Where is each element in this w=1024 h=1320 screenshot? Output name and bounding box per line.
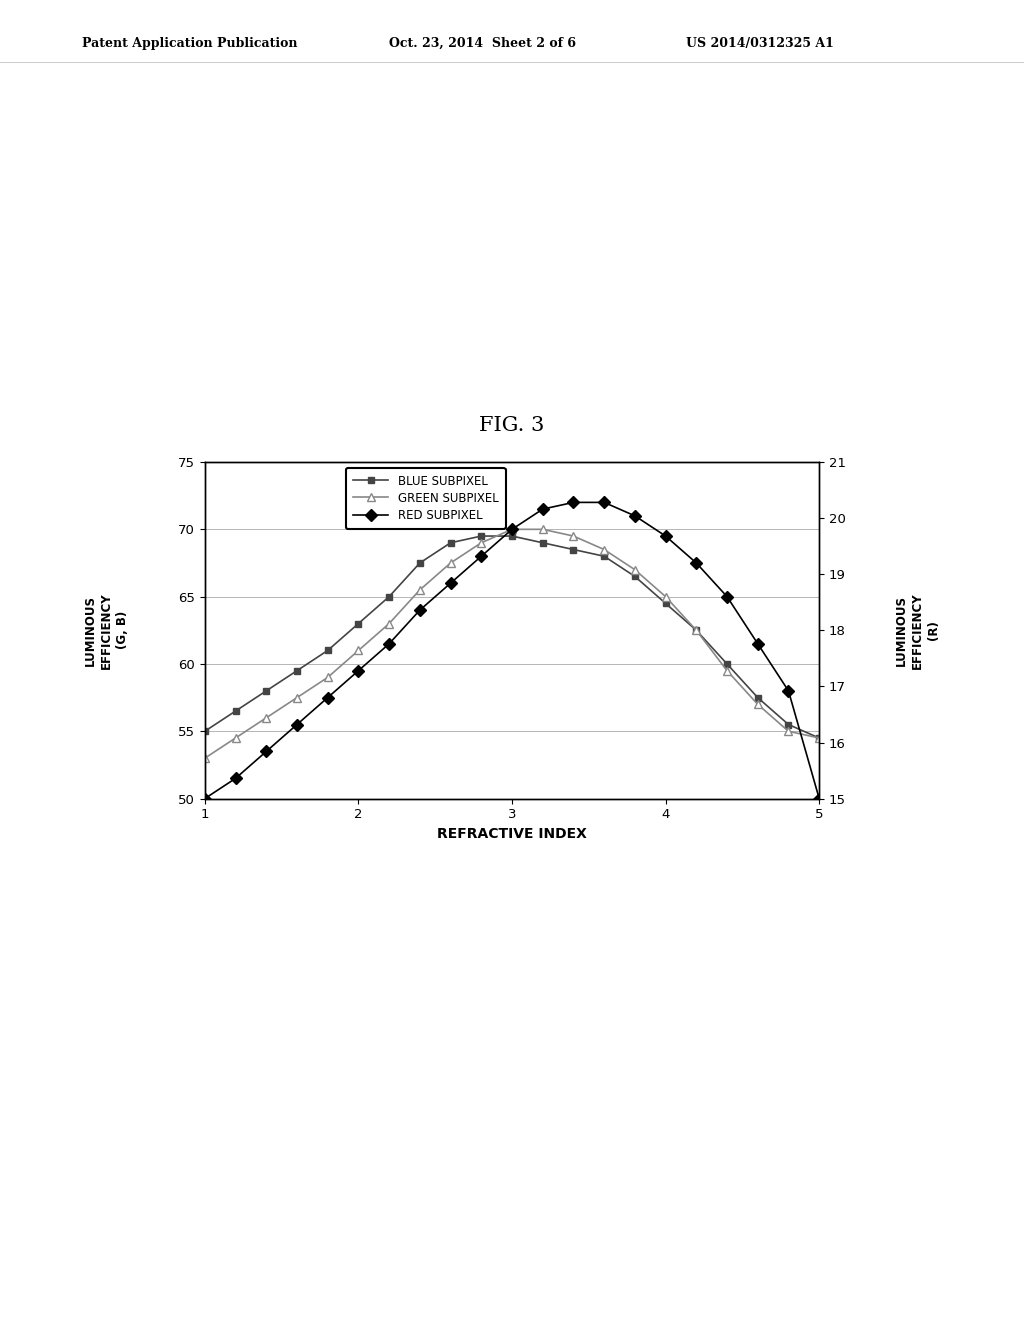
BLUE SUBPIXEL <box>229 704 242 719</box>
Legend: BLUE SUBPIXEL, GREEN SUBPIXEL, RED SUBPIXEL: BLUE SUBPIXEL, GREEN SUBPIXEL, RED SUBPI… <box>346 467 506 529</box>
GREEN SUBPIXEL <box>813 730 825 746</box>
RED SUBPIXEL <box>383 636 395 652</box>
GREEN SUBPIXEL <box>721 663 733 678</box>
BLUE SUBPIXEL <box>721 656 733 672</box>
Text: Oct. 23, 2014  Sheet 2 of 6: Oct. 23, 2014 Sheet 2 of 6 <box>389 37 577 50</box>
GREEN SUBPIXEL <box>199 750 211 766</box>
GREEN SUBPIXEL <box>475 535 487 550</box>
RED SUBPIXEL <box>352 663 365 678</box>
Line: GREEN SUBPIXEL: GREEN SUBPIXEL <box>201 525 823 763</box>
Text: Patent Application Publication: Patent Application Publication <box>82 37 297 50</box>
GREEN SUBPIXEL <box>567 528 580 544</box>
RED SUBPIXEL <box>229 771 242 787</box>
Line: BLUE SUBPIXEL: BLUE SUBPIXEL <box>202 532 822 742</box>
RED SUBPIXEL <box>444 576 457 591</box>
GREEN SUBPIXEL <box>752 697 764 713</box>
BLUE SUBPIXEL <box>659 595 672 611</box>
GREEN SUBPIXEL <box>444 554 457 570</box>
GREEN SUBPIXEL <box>782 723 795 739</box>
RED SUBPIXEL <box>782 682 795 698</box>
GREEN SUBPIXEL <box>229 730 242 746</box>
BLUE SUBPIXEL <box>352 615 365 631</box>
BLUE SUBPIXEL <box>567 541 580 557</box>
BLUE SUBPIXEL <box>444 535 457 550</box>
GREEN SUBPIXEL <box>383 615 395 631</box>
GREEN SUBPIXEL <box>598 541 610 557</box>
RED SUBPIXEL <box>659 528 672 544</box>
Text: US 2014/0312325 A1: US 2014/0312325 A1 <box>686 37 834 50</box>
RED SUBPIXEL <box>291 717 303 733</box>
GREEN SUBPIXEL <box>537 521 549 537</box>
RED SUBPIXEL <box>506 521 518 537</box>
BLUE SUBPIXEL <box>782 717 795 733</box>
GREEN SUBPIXEL <box>291 689 303 705</box>
BLUE SUBPIXEL <box>291 663 303 678</box>
BLUE SUBPIXEL <box>598 548 610 564</box>
RED SUBPIXEL <box>322 689 334 705</box>
RED SUBPIXEL <box>629 508 641 524</box>
BLUE SUBPIXEL <box>260 682 272 698</box>
RED SUBPIXEL <box>690 554 702 570</box>
BLUE SUBPIXEL <box>506 528 518 544</box>
RED SUBPIXEL <box>199 791 211 807</box>
Y-axis label: LUMINOUS
EFFICIENCY
(G, B): LUMINOUS EFFICIENCY (G, B) <box>84 591 129 669</box>
GREEN SUBPIXEL <box>629 562 641 578</box>
RED SUBPIXEL <box>752 636 764 652</box>
Line: RED SUBPIXEL: RED SUBPIXEL <box>201 498 823 803</box>
RED SUBPIXEL <box>260 743 272 759</box>
BLUE SUBPIXEL <box>322 643 334 659</box>
BLUE SUBPIXEL <box>537 535 549 550</box>
BLUE SUBPIXEL <box>414 554 426 570</box>
GREEN SUBPIXEL <box>322 669 334 685</box>
Text: FIG. 3: FIG. 3 <box>479 416 545 434</box>
GREEN SUBPIXEL <box>659 589 672 605</box>
GREEN SUBPIXEL <box>506 521 518 537</box>
RED SUBPIXEL <box>567 495 580 511</box>
GREEN SUBPIXEL <box>690 623 702 639</box>
RED SUBPIXEL <box>475 548 487 564</box>
Y-axis label: LUMINOUS
EFFICIENCY
(R): LUMINOUS EFFICIENCY (R) <box>895 591 940 669</box>
RED SUBPIXEL <box>414 602 426 618</box>
BLUE SUBPIXEL <box>199 723 211 739</box>
RED SUBPIXEL <box>598 495 610 511</box>
GREEN SUBPIXEL <box>414 582 426 598</box>
RED SUBPIXEL <box>537 502 549 517</box>
BLUE SUBPIXEL <box>629 569 641 585</box>
BLUE SUBPIXEL <box>475 528 487 544</box>
RED SUBPIXEL <box>813 791 825 807</box>
BLUE SUBPIXEL <box>752 689 764 705</box>
RED SUBPIXEL <box>721 589 733 605</box>
GREEN SUBPIXEL <box>352 643 365 659</box>
BLUE SUBPIXEL <box>383 589 395 605</box>
GREEN SUBPIXEL <box>260 710 272 726</box>
X-axis label: REFRACTIVE INDEX: REFRACTIVE INDEX <box>437 826 587 841</box>
BLUE SUBPIXEL <box>690 623 702 639</box>
BLUE SUBPIXEL <box>813 730 825 746</box>
